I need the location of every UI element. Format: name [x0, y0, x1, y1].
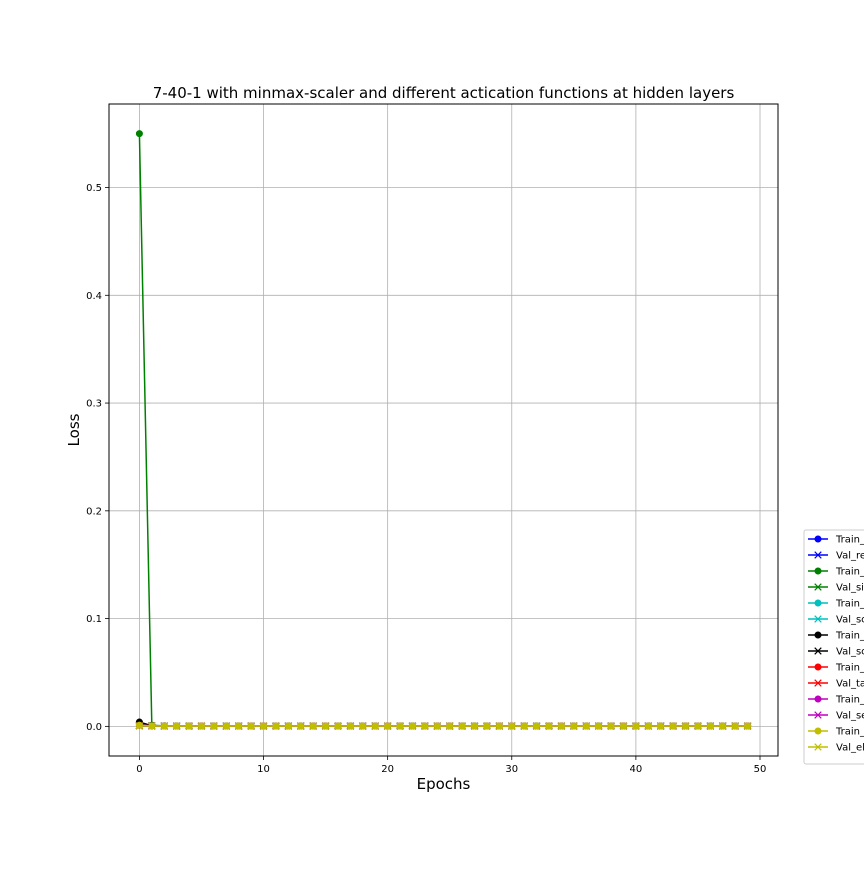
x-tick-label: 20 [381, 764, 394, 775]
legend-label: Val_se [836, 711, 864, 722]
x-tick-label: 10 [257, 764, 270, 775]
x-tick-label: 40 [630, 764, 643, 775]
chart-title: 7-40-1 with minmax-scaler and different … [153, 84, 735, 102]
x-tick-label: 50 [754, 764, 767, 775]
y-tick-label: 0.5 [86, 183, 102, 194]
y-tick-label: 0.1 [86, 614, 102, 625]
legend-swatch-marker [815, 632, 821, 638]
y-tick-label: 0.2 [86, 506, 102, 517]
legend-swatch-marker [815, 696, 821, 702]
data-point-circle [136, 130, 142, 136]
legend-swatch-marker [815, 536, 821, 542]
legend-label: Val_re [836, 551, 864, 562]
x-tick-label: 30 [505, 764, 518, 775]
y-axis-label: Loss [65, 413, 83, 446]
legend: Train_ Val_re Train_ Val_si Train_ Val_sc Trai… [804, 530, 864, 764]
legend-label: Val_ta [836, 679, 864, 690]
legend-label: Val_sc [836, 615, 864, 626]
legend-label: Val_el [836, 743, 864, 754]
legend-swatch-marker [815, 728, 821, 734]
legend-label: Train_ [835, 727, 864, 738]
legend-swatch-marker [815, 664, 821, 670]
legend-label: Val_sc [836, 647, 864, 658]
x-axis-label: Epochs [417, 775, 471, 793]
x-tick-label: 0 [136, 764, 142, 775]
legend-label: Train_ [835, 599, 864, 610]
legend-label: Train_ [835, 663, 864, 674]
legend-label: Train_ [835, 567, 864, 578]
y-tick-label: 0.3 [86, 399, 102, 410]
legend-label: Train_ [835, 535, 864, 546]
legend-label: Val_si [836, 583, 864, 594]
legend-label: Train_ [835, 695, 864, 706]
legend-swatch-marker [815, 600, 821, 606]
legend-label: Train_ [835, 631, 864, 642]
legend-swatch-marker [815, 568, 821, 574]
y-tick-label: 0.4 [86, 291, 102, 302]
y-tick-label: 0.0 [86, 722, 102, 733]
